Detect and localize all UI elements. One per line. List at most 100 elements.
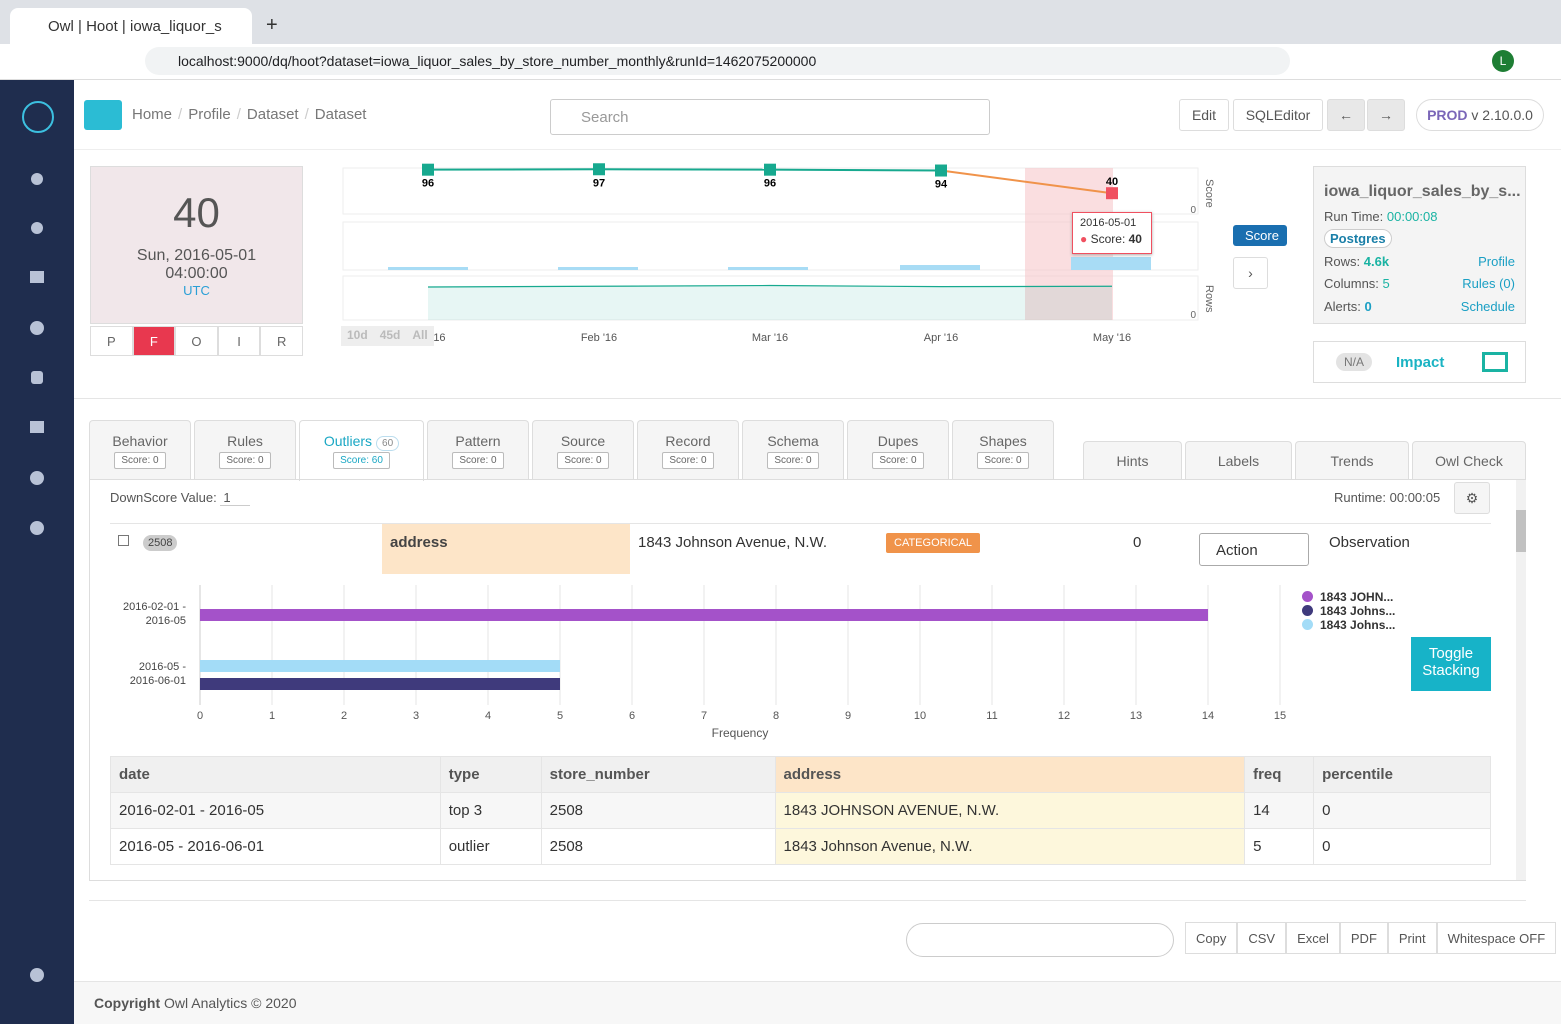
y-tick-label: 0 <box>1190 205 1196 216</box>
footer-text: Owl Analytics © 2020 <box>164 995 297 1011</box>
legend-item[interactable]: 1843 JOHN... <box>1302 590 1395 604</box>
crumb[interactable]: Profile <box>188 106 231 123</box>
filter-button[interactable]: O <box>175 326 218 356</box>
score-point <box>935 165 947 177</box>
right-tab[interactable]: Hints <box>1083 441 1182 479</box>
right-tab[interactable]: Trends <box>1295 441 1409 479</box>
tab[interactable]: Source Score: 0 <box>532 420 634 480</box>
tab-score: Score: 0 <box>767 452 818 469</box>
impact-box[interactable]: N/AImpact <box>1313 341 1526 383</box>
tabs: BehaviorScore: 0RulesScore: 0Outliers60S… <box>89 420 1054 481</box>
column-header[interactable]: percentile <box>1314 757 1491 793</box>
downscore-input[interactable]: 1 <box>220 490 250 506</box>
toggle-stacking[interactable]: Toggle Stacking <box>1411 637 1491 691</box>
browser-tab[interactable]: Owl | Hoot | iowa_liquor_s <box>10 8 252 44</box>
filter-button[interactable]: R <box>260 326 303 356</box>
column-header[interactable]: store_number <box>541 757 775 793</box>
tab-title: Dupes <box>878 433 918 449</box>
outlier-score: 0 <box>1133 534 1141 551</box>
tab[interactable]: PatternScore: 0 <box>427 420 529 480</box>
x-tick-label: 6 <box>629 710 635 722</box>
legend-item[interactable]: 1843 Johns... <box>1302 618 1395 632</box>
tab-score: Score: 0 <box>557 452 608 469</box>
tab[interactable]: BehaviorScore: 0 <box>89 420 191 480</box>
next-button[interactable]: → <box>1367 99 1405 131</box>
legend-swatch <box>1302 605 1313 616</box>
tab-title: Outliers60 <box>324 433 399 449</box>
range-buttons: 10d45dAll <box>341 326 434 346</box>
filter-button[interactable]: I <box>218 326 261 356</box>
tab-badge: 60 <box>376 436 399 451</box>
x-tick-label: 0 <box>197 710 203 722</box>
score-point <box>593 163 605 175</box>
tooltip-value: 40 <box>1129 232 1142 246</box>
schedule-link[interactable]: Schedule <box>1461 296 1515 319</box>
x-tick-label: 3 <box>413 710 419 722</box>
collapse-icon[interactable] <box>118 535 129 546</box>
right-tab[interactable]: Owl Check <box>1412 441 1526 479</box>
profile-link[interactable]: Profile <box>1478 251 1515 274</box>
crumb[interactable]: Dataset <box>315 106 367 123</box>
export-button[interactable]: Excel <box>1286 922 1340 954</box>
cell: 0 <box>1314 829 1491 865</box>
export-button[interactable]: PDF <box>1340 922 1388 954</box>
x-tick-label: 2 <box>341 710 347 722</box>
edit-button[interactable]: Edit <box>1179 99 1229 131</box>
column-header[interactable]: address <box>775 757 1245 793</box>
export-button[interactable]: Copy <box>1185 922 1237 954</box>
action-select[interactable]: Action <box>1199 533 1309 566</box>
tab-title: Behavior <box>112 433 167 449</box>
tab[interactable]: Outliers60Score: 60 <box>299 420 424 481</box>
chart-next[interactable]: › <box>1233 257 1268 289</box>
filter-button[interactable]: F <box>133 326 176 356</box>
menu-button[interactable] <box>84 100 122 130</box>
score-segment <box>770 170 941 171</box>
tab[interactable]: ShapesScore: 0 <box>952 420 1054 480</box>
y-axis-label: Rows <box>1203 285 1215 313</box>
cell: top 3 <box>440 793 541 829</box>
version: v 2.10.0.0 <box>1471 107 1533 123</box>
legend-item[interactable]: 1843 Johns... <box>1302 604 1395 618</box>
separator: / <box>178 106 182 123</box>
label: Alerts: <box>1324 299 1361 314</box>
crumb[interactable]: Dataset <box>247 106 299 123</box>
new-tab[interactable]: + <box>266 14 278 37</box>
address-bar[interactable]: localhost:9000/dq/hoot?dataset=iowa_liqu… <box>145 47 1290 75</box>
range-button[interactable]: 10d <box>341 326 374 346</box>
filter-button[interactable]: P <box>90 326 133 356</box>
divider <box>74 398 1561 399</box>
cell: outlier <box>440 829 541 865</box>
column-header[interactable]: type <box>440 757 541 793</box>
x-tick-label: 8 <box>773 710 779 722</box>
right-tab[interactable]: Labels <box>1185 441 1292 479</box>
column-header[interactable]: freq <box>1245 757 1314 793</box>
x-tick-label: May '16 <box>1093 332 1131 344</box>
export-button[interactable]: Whitespace OFF <box>1437 922 1557 954</box>
tab[interactable]: DupesScore: 0 <box>847 420 949 480</box>
tab-name: Source <box>561 433 605 449</box>
profile[interactable]: L <box>1492 50 1514 72</box>
x-tick-label: Mar '16 <box>752 332 788 344</box>
rules-link[interactable]: Rules (0) <box>1462 273 1515 296</box>
bar <box>200 609 1208 621</box>
export-button[interactable]: Print <box>1388 922 1437 954</box>
count-badge: 2508 <box>143 535 177 551</box>
tab[interactable]: RecordScore: 0 <box>637 420 739 480</box>
x-tick-label: Feb '16 <box>581 332 617 344</box>
legend-toggle[interactable]: Score <box>1233 225 1287 246</box>
range-button[interactable]: 45d <box>374 326 407 346</box>
tab[interactable]: SchemaScore: 0 <box>742 420 844 480</box>
export-button[interactable]: CSV <box>1237 922 1286 954</box>
table-search[interactable] <box>906 923 1174 957</box>
tab[interactable]: RulesScore: 0 <box>194 420 296 480</box>
range-button[interactable]: All <box>406 326 433 346</box>
search[interactable]: Search <box>550 99 990 135</box>
settings-button[interactable]: ⚙ <box>1454 482 1490 514</box>
crumb[interactable]: Home <box>132 106 172 123</box>
prev-button[interactable]: ← <box>1327 99 1365 131</box>
bar <box>200 678 560 690</box>
legend: 1843 JOHN...1843 Johns...1843 Johns... <box>1302 590 1395 632</box>
sqleditor-button[interactable]: SQLEditor <box>1233 99 1323 131</box>
column-header[interactable]: date <box>111 757 441 793</box>
cell: 0 <box>1314 793 1491 829</box>
